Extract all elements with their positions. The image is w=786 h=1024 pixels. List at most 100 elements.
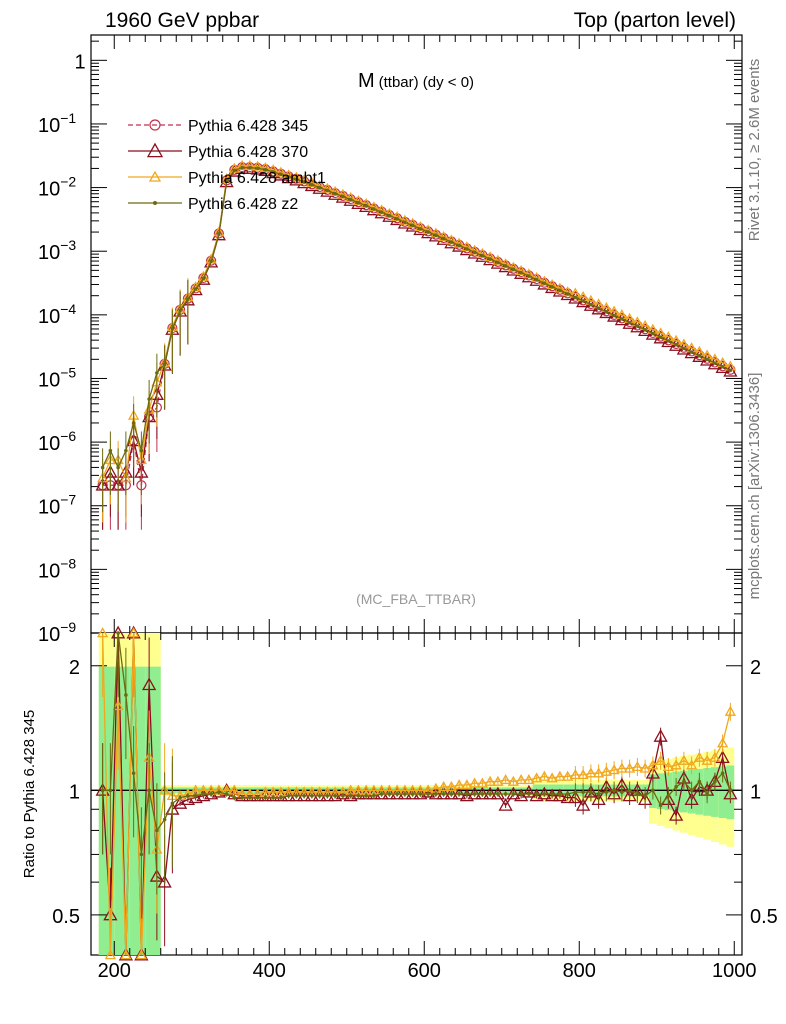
ratio-point [620,790,624,794]
ratio-point [255,795,260,800]
y-tick-label: 1 [74,51,85,73]
ratio-point [503,792,508,796]
ratio-point [201,792,206,796]
y-tick-label: 10−8 [38,555,76,582]
ratio-point [728,788,733,793]
ratio-point [596,792,601,796]
ratio-point [310,794,314,798]
header-right: Top (parton level) [574,9,736,32]
data-point [186,297,190,301]
data-point [457,243,461,248]
data-point [723,363,738,377]
data-point [217,232,221,236]
data-point [100,465,105,470]
ratio-point [224,792,229,796]
data-point [534,277,539,282]
ratio-point [500,774,512,785]
data-point [653,330,668,344]
data-point [116,465,120,470]
ratio-point [669,808,684,821]
data-point [449,240,454,244]
ratio-point [724,705,736,716]
ratio-point [128,627,140,638]
data-point [614,312,629,326]
legend-marker [146,142,164,158]
ratio-point [554,770,566,781]
ratio-point [653,729,668,742]
data-point [596,306,601,310]
data-point [591,301,606,315]
ratio-point [248,795,252,800]
data-point [697,353,702,358]
data-point [434,233,438,238]
ratio-point [131,771,136,776]
ratio-point [147,788,151,793]
ratio-point [534,792,539,796]
data-point [692,349,707,362]
data-point [263,167,268,172]
data-point [684,345,699,359]
uncertainty-band-inner [114,666,122,955]
ratio-point [271,795,275,800]
data-point [162,362,167,367]
ratio-point [449,792,454,796]
ratio-point [193,794,198,798]
data-point [669,338,684,351]
legend-label: Pythia 6.428 z2 [188,196,298,213]
ratio-point [689,788,694,793]
ratio-panel: 0.5 0.5 1 1 2 2 200 400 600 800 1000 Ratio to Pyth… [21,625,778,982]
ratio-point [569,769,581,780]
data-point [511,267,516,272]
y-tick-label: 10−5 [38,364,76,391]
data-point [209,259,213,264]
ratio-point [263,795,268,800]
data-point [643,327,647,332]
data-point [713,361,717,365]
data-point [193,287,198,291]
data-point [170,326,175,331]
ratio-y-tick-label: 2 [69,657,80,679]
data-point [465,247,469,251]
data-point [682,346,686,351]
ratio-point [527,792,531,796]
data-point [441,236,446,241]
data-point [589,302,593,307]
data-point [387,213,392,218]
ratio-point [715,750,730,764]
ratio-point [476,777,488,788]
data-point [240,165,244,170]
data-point [356,200,361,205]
ratio-point [686,759,698,770]
data-point [348,197,353,202]
data-point [201,276,206,281]
data-point [286,175,291,179]
ratio-point [100,788,105,793]
ratio-point [519,792,523,796]
ratio-point [157,874,172,888]
ratio-point [568,790,583,804]
data-point [480,253,485,258]
data-point [317,185,322,190]
ratio-point [600,765,612,776]
ratio-point [484,775,496,786]
data-point [573,295,578,300]
ratio-point [472,792,477,796]
legend-label: Pythia 6.428 ambt1 [188,170,326,187]
uncertainty-band-inner [122,666,130,955]
ratio-point [545,788,560,802]
ratio-point [624,762,636,773]
series-line-3 [102,166,731,470]
data-point [651,331,655,336]
ratio-point [521,784,536,798]
data-point [581,299,585,303]
ratio-point [228,784,240,795]
ratio-point [562,770,574,781]
ratio-point [639,762,651,773]
data-point [372,207,376,211]
ratio-point [379,792,384,796]
ratio-point [364,794,368,798]
data-point [700,352,715,366]
legend-label: Pythia 6.428 345 [188,118,308,135]
ratio-point [465,792,469,796]
data-point [418,226,423,231]
